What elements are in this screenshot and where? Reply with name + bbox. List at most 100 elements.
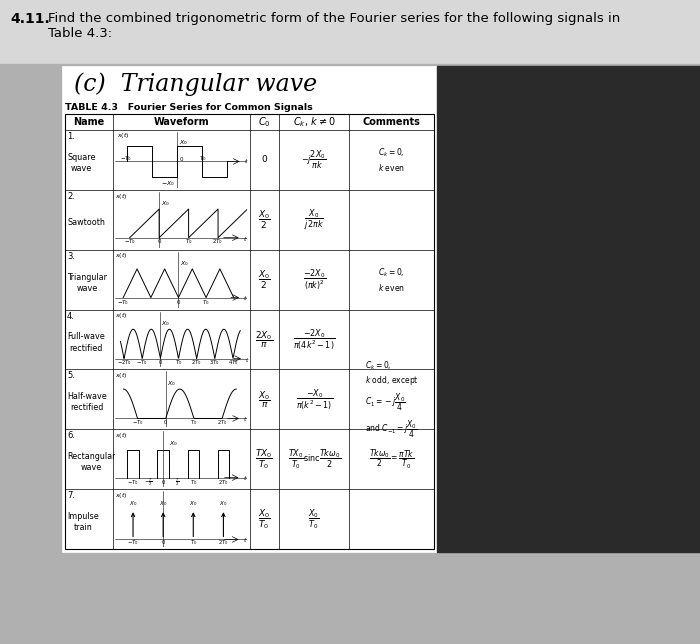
Bar — [62, 66, 437, 552]
Bar — [437, 66, 700, 552]
Text: $0$: $0$ — [158, 359, 163, 366]
Text: $-T_0$: $-T_0$ — [127, 478, 139, 486]
Text: $\dfrac{X_0}{2}$: $\dfrac{X_0}{2}$ — [258, 269, 271, 291]
Text: $t$: $t$ — [244, 294, 248, 303]
Text: $\dfrac{X_0}{T_0}$: $\dfrac{X_0}{T_0}$ — [308, 507, 320, 531]
Text: $t$: $t$ — [243, 475, 248, 482]
Text: $-T_0$: $-T_0$ — [132, 419, 144, 427]
Text: $0$: $0$ — [161, 478, 166, 486]
Text: $-T_0$: $-T_0$ — [117, 298, 130, 307]
Text: $2T_0$: $2T_0$ — [213, 238, 223, 246]
Text: $C_0$: $C_0$ — [258, 115, 271, 129]
Text: $2T_0$: $2T_0$ — [218, 538, 229, 547]
Text: Find the combined trigonometric form of the Fourier series for the following sig: Find the combined trigonometric form of … — [48, 12, 620, 25]
Text: $\dfrac{X_0}{2}$: $\dfrac{X_0}{2}$ — [258, 209, 271, 231]
Text: $X_0$: $X_0$ — [189, 499, 197, 507]
Text: $C_k=0,$
$k$ odd, except
$C_1=-j\dfrac{X_0}{4}$
and $C_{-1}=j\dfrac{X_0}{4}$: $C_k=0,$ $k$ odd, except $C_1=-j\dfrac{X… — [365, 359, 419, 440]
Text: $T_0$: $T_0$ — [190, 478, 197, 486]
Text: $X_0$: $X_0$ — [160, 199, 169, 207]
Text: $\dfrac{TX_0}{T_0}\mathrm{sinc}\dfrac{Tk\omega_0}{2}$: $\dfrac{TX_0}{T_0}\mathrm{sinc}\dfrac{Tk… — [288, 448, 341, 471]
Text: $-T_0$: $-T_0$ — [127, 538, 139, 547]
Text: $-T_0$: $-T_0$ — [124, 238, 136, 246]
Text: $t$: $t$ — [245, 355, 249, 364]
Text: $X_0$: $X_0$ — [161, 319, 170, 328]
Text: $x(t)$: $x(t)$ — [115, 372, 127, 381]
Text: 5.: 5. — [67, 372, 75, 381]
Text: $\dfrac{2X_0}{\pi}$: $\dfrac{2X_0}{\pi}$ — [256, 329, 273, 350]
Text: $2T_0$: $2T_0$ — [218, 478, 229, 486]
Text: $2T_0$: $2T_0$ — [191, 359, 202, 367]
Text: $-X_0$: $-X_0$ — [161, 179, 175, 187]
Text: $X_0$: $X_0$ — [219, 499, 228, 507]
Text: $-\frac{T}{2}$: $-\frac{T}{2}$ — [144, 476, 153, 488]
Text: $X_0$: $X_0$ — [179, 138, 188, 147]
Text: $T_0$: $T_0$ — [202, 298, 210, 307]
Text: $-2T_0$: $-2T_0$ — [116, 359, 132, 367]
Text: $x(t)$: $x(t)$ — [115, 431, 127, 440]
Text: $\dfrac{-X_0}{\pi(k^2-1)}$: $\dfrac{-X_0}{\pi(k^2-1)}$ — [295, 387, 332, 412]
Text: $\dfrac{X_0}{T_0}$: $\dfrac{X_0}{T_0}$ — [258, 507, 271, 531]
Text: $\dfrac{X_0}{j2\pi k}$: $\dfrac{X_0}{j2\pi k}$ — [304, 208, 324, 232]
Text: $-j\dfrac{2X_0}{\pi k}$: $-j\dfrac{2X_0}{\pi k}$ — [302, 149, 327, 171]
Text: $\dfrac{-2X_0}{\pi(4k^2-1)}$: $\dfrac{-2X_0}{\pi(4k^2-1)}$ — [293, 327, 335, 352]
Text: TABLE 4.3   Fourier Series for Common Signals: TABLE 4.3 Fourier Series for Common Sign… — [65, 103, 313, 112]
Text: Rectangular
wave: Rectangular wave — [67, 452, 116, 472]
Text: $T_0$: $T_0$ — [185, 238, 193, 246]
Text: Waveform: Waveform — [153, 117, 209, 127]
Text: $0$: $0$ — [179, 155, 185, 163]
Text: Comments: Comments — [363, 117, 421, 127]
Text: $X_0$: $X_0$ — [169, 439, 178, 448]
Text: $C_k = 0,$
$k$ even: $C_k = 0,$ $k$ even — [378, 147, 405, 173]
Text: $3T_0$: $3T_0$ — [209, 359, 220, 367]
Text: Triangular
wave: Triangular wave — [67, 272, 107, 292]
Text: $C_k = 0,$
$k$ even: $C_k = 0,$ $k$ even — [378, 267, 405, 293]
Text: $\frac{T}{2}$: $\frac{T}{2}$ — [176, 476, 180, 488]
Text: $t$: $t$ — [244, 415, 248, 423]
Text: $x(t)$: $x(t)$ — [118, 131, 130, 140]
Text: Square
wave: Square wave — [67, 153, 95, 173]
Text: $T_0$: $T_0$ — [199, 155, 206, 163]
Text: $t$: $t$ — [243, 234, 248, 243]
Text: $x(t)$: $x(t)$ — [115, 312, 127, 321]
Text: $C_k,\, k \neq 0$: $C_k,\, k \neq 0$ — [293, 115, 335, 129]
Text: $-T_0$: $-T_0$ — [136, 359, 148, 367]
Text: $T_0$: $T_0$ — [175, 359, 182, 367]
Text: Name: Name — [74, 117, 104, 127]
Text: $X_0$: $X_0$ — [159, 499, 167, 507]
Text: Impulse
train: Impulse train — [67, 512, 99, 532]
Text: $t$: $t$ — [243, 536, 248, 544]
Text: $t$: $t$ — [244, 157, 248, 165]
Text: Sawtooth: Sawtooth — [67, 218, 105, 227]
Text: $\dfrac{X_0}{\pi}$: $\dfrac{X_0}{\pi}$ — [258, 389, 271, 410]
Bar — [65, 114, 434, 549]
Text: 7.: 7. — [67, 491, 75, 500]
Text: 0: 0 — [261, 155, 267, 164]
Text: $\dfrac{TX_0}{T_0}$: $\dfrac{TX_0}{T_0}$ — [256, 448, 273, 471]
Bar — [0, 0, 700, 64]
Text: (c)  Triangular wave: (c) Triangular wave — [74, 72, 317, 95]
Text: 4.: 4. — [67, 312, 75, 321]
Text: 6.: 6. — [67, 431, 75, 440]
Text: Full-wave
rectified: Full-wave rectified — [67, 332, 105, 352]
Text: 1.: 1. — [67, 132, 75, 141]
Text: $X_0$: $X_0$ — [180, 259, 189, 267]
Text: Table 4.3:: Table 4.3: — [48, 27, 112, 40]
Text: 3.: 3. — [67, 252, 75, 261]
Text: Half-wave
rectified: Half-wave rectified — [67, 392, 106, 412]
Text: $T_0$: $T_0$ — [190, 538, 197, 547]
Text: 2.: 2. — [67, 192, 75, 201]
Text: $4T_0$: $4T_0$ — [228, 359, 238, 367]
Text: $T_0$: $T_0$ — [190, 419, 197, 427]
Text: $0$: $0$ — [161, 538, 166, 546]
Text: $2T_0$: $2T_0$ — [217, 419, 228, 427]
Text: $x(t)$: $x(t)$ — [115, 191, 127, 200]
Text: $-T_0$: $-T_0$ — [120, 155, 132, 163]
Text: $0$: $0$ — [163, 419, 168, 426]
Text: $\dfrac{-2X_0}{(\pi k)^2}$: $\dfrac{-2X_0}{(\pi k)^2}$ — [302, 267, 326, 292]
Text: $\dfrac{Tk\omega_0}{2}=\dfrac{\pi Tk}{T_0}$: $\dfrac{Tk\omega_0}{2}=\dfrac{\pi Tk}{T_… — [369, 448, 414, 471]
Text: $X_0$: $X_0$ — [167, 379, 176, 388]
Text: $x(t)$: $x(t)$ — [115, 491, 127, 500]
Text: $X_0$: $X_0$ — [129, 499, 137, 507]
Text: $0$: $0$ — [176, 298, 181, 306]
Text: $0$: $0$ — [157, 238, 162, 245]
